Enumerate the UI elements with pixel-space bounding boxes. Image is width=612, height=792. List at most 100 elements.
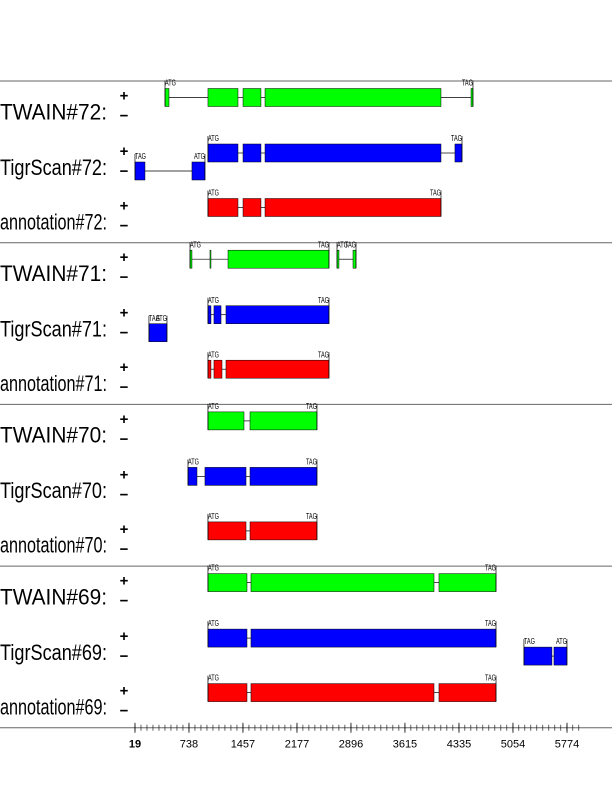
strand-label: −: [120, 163, 129, 180]
exon: [242, 88, 262, 107]
strand-label: +: [120, 143, 129, 160]
start-site-label: ATG: [208, 296, 219, 305]
strand-label: −: [120, 593, 129, 610]
x-tick-label: 2896: [339, 739, 363, 751]
start-site-label: ATG: [208, 512, 219, 521]
strand-label: −: [120, 486, 129, 503]
exon: [250, 628, 497, 648]
exon: [191, 161, 206, 181]
start-site-label: ATG: [208, 674, 219, 683]
exon: [264, 198, 442, 217]
end-site-label: ATG: [156, 314, 167, 323]
exon: [207, 628, 248, 648]
exon: [250, 573, 435, 592]
start-site-label: ATG: [208, 134, 219, 143]
row-label: annotation#70:: [0, 533, 107, 558]
row-label: annotation#71:: [0, 371, 107, 396]
strand-label: −: [120, 431, 129, 448]
exon: [227, 249, 330, 269]
exon: [249, 467, 318, 486]
start-site-label: ATG: [190, 240, 201, 249]
x-tick-label: 738: [180, 739, 198, 751]
exon: [225, 305, 330, 324]
exon: [207, 198, 239, 217]
start-site-label: ATG: [165, 79, 176, 88]
row-label: TWAIN#70:: [0, 423, 107, 448]
row-label: TWAIN#72:: [0, 99, 107, 124]
exon: [207, 88, 239, 107]
strand-label: +: [120, 359, 129, 376]
strand-label: +: [120, 305, 129, 322]
exon: [250, 683, 435, 702]
strand-label: −: [120, 379, 129, 396]
strand-label: +: [120, 683, 129, 700]
x-tick-label: 2177: [285, 739, 309, 751]
exon: [352, 249, 357, 269]
strand-label: +: [120, 466, 129, 483]
start-site-label: TAG: [524, 637, 535, 646]
end-site-label: TAG: [318, 240, 329, 249]
strand-label: +: [120, 87, 129, 104]
strand-label: +: [120, 628, 129, 645]
row-label: TigrScan#71:: [0, 317, 107, 342]
exon: [207, 411, 245, 431]
start-site-label: ATG: [208, 402, 219, 411]
exon: [207, 305, 212, 324]
exon: [242, 198, 262, 217]
exon: [209, 249, 212, 269]
exon: [242, 143, 262, 163]
x-tick-label: 5054: [501, 739, 525, 751]
strand-label: −: [120, 541, 129, 558]
exon: [523, 646, 553, 666]
start-site-label: ATG: [208, 189, 219, 198]
exon: [454, 143, 463, 163]
exon: [207, 521, 247, 541]
exon: [553, 646, 568, 666]
strand-label: −: [120, 703, 129, 720]
strand-label: −: [120, 217, 129, 234]
row-label: TWAIN#69:: [0, 584, 107, 609]
strand-label: +: [120, 411, 129, 428]
start-site-label: ATG: [188, 458, 199, 467]
end-site-label: ATG: [556, 637, 567, 646]
start-site-label: ATG: [208, 619, 219, 628]
row-label: annotation#72:: [0, 209, 107, 234]
exon: [134, 161, 146, 181]
end-site-label: ATG: [194, 152, 205, 161]
exon: [225, 359, 330, 379]
row-label: TWAIN#71:: [0, 261, 107, 286]
strand-label: +: [120, 521, 129, 538]
strand-label: −: [120, 648, 129, 665]
exon: [207, 359, 212, 379]
exon: [213, 359, 223, 379]
exon: [438, 573, 497, 592]
exon: [438, 683, 497, 702]
exon: [207, 143, 239, 163]
end-site-label: TAG: [318, 296, 329, 305]
row-label: annotation#69:: [0, 694, 107, 719]
exon: [264, 88, 442, 107]
x-tick-label: 1457: [231, 739, 255, 751]
exon: [148, 323, 168, 342]
exon: [187, 467, 198, 486]
row-label: TigrScan#72:: [0, 155, 107, 180]
end-site-label: TAG: [318, 350, 329, 359]
start-site-label: ATG: [337, 240, 348, 249]
end-site-label: TAG: [306, 402, 317, 411]
exon: [213, 305, 222, 324]
exon: [204, 467, 247, 486]
end-site-label: TAG: [485, 674, 496, 683]
strand-label: −: [120, 269, 129, 286]
start-site-label: TAG: [149, 314, 160, 323]
strand-label: −: [120, 325, 129, 342]
end-site-label: TAG: [345, 240, 356, 249]
exon: [264, 143, 442, 163]
x-tick-label: 3615: [393, 739, 417, 751]
x-tick-label: 4335: [447, 739, 471, 751]
x-tick-label: 5774: [555, 739, 579, 751]
strand-label: +: [120, 197, 129, 214]
strand-label: +: [120, 249, 129, 266]
exon: [207, 683, 248, 702]
